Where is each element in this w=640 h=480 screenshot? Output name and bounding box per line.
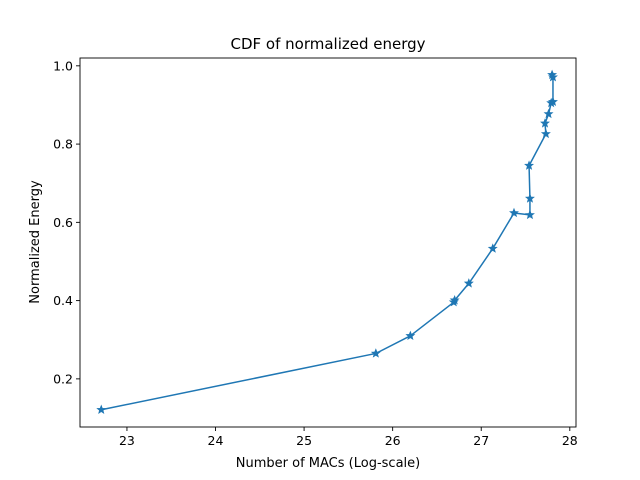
y-tick-label: 0.4 bbox=[53, 293, 73, 308]
data-point-star bbox=[540, 128, 551, 139]
x-tick-label: 25 bbox=[296, 433, 312, 448]
x-axis-label: Number of MACs (Log-scale) bbox=[236, 456, 420, 471]
chart-title: CDF of normalized energy bbox=[230, 35, 425, 53]
y-tick-label: 1.0 bbox=[53, 58, 73, 73]
y-tick-label: 0.2 bbox=[53, 371, 73, 386]
data-point-star bbox=[548, 96, 558, 107]
x-tick-label: 23 bbox=[119, 433, 135, 448]
axes-frame bbox=[79, 57, 577, 428]
x-tick-label: 27 bbox=[473, 433, 489, 448]
data-point-star bbox=[370, 348, 381, 358]
data-point-star bbox=[543, 108, 554, 119]
axes: 23 24 25 26 27 28 0.2 0.4 0.6 0.8 1.0 bbox=[53, 57, 578, 448]
data-point-star bbox=[524, 209, 535, 220]
data-point-star bbox=[524, 193, 535, 203]
data-point-star bbox=[509, 207, 519, 218]
data-point-star bbox=[540, 118, 550, 128]
y-tick-label: 0.8 bbox=[53, 137, 73, 152]
y-tick-label: 0.6 bbox=[53, 215, 73, 230]
data-point-star bbox=[547, 69, 558, 80]
data-point-star bbox=[524, 160, 535, 170]
data-point-star bbox=[449, 294, 460, 305]
data-point-star bbox=[96, 404, 107, 415]
data-point-star bbox=[487, 243, 498, 253]
data-point-star bbox=[463, 278, 474, 288]
x-tick-label: 24 bbox=[208, 433, 224, 448]
x-tick-label: 26 bbox=[385, 433, 401, 448]
x-tick-label: 28 bbox=[562, 433, 578, 448]
y-axis-label: Normalized Energy bbox=[28, 180, 43, 304]
plot-area bbox=[96, 69, 558, 415]
data-point-star bbox=[405, 330, 416, 341]
